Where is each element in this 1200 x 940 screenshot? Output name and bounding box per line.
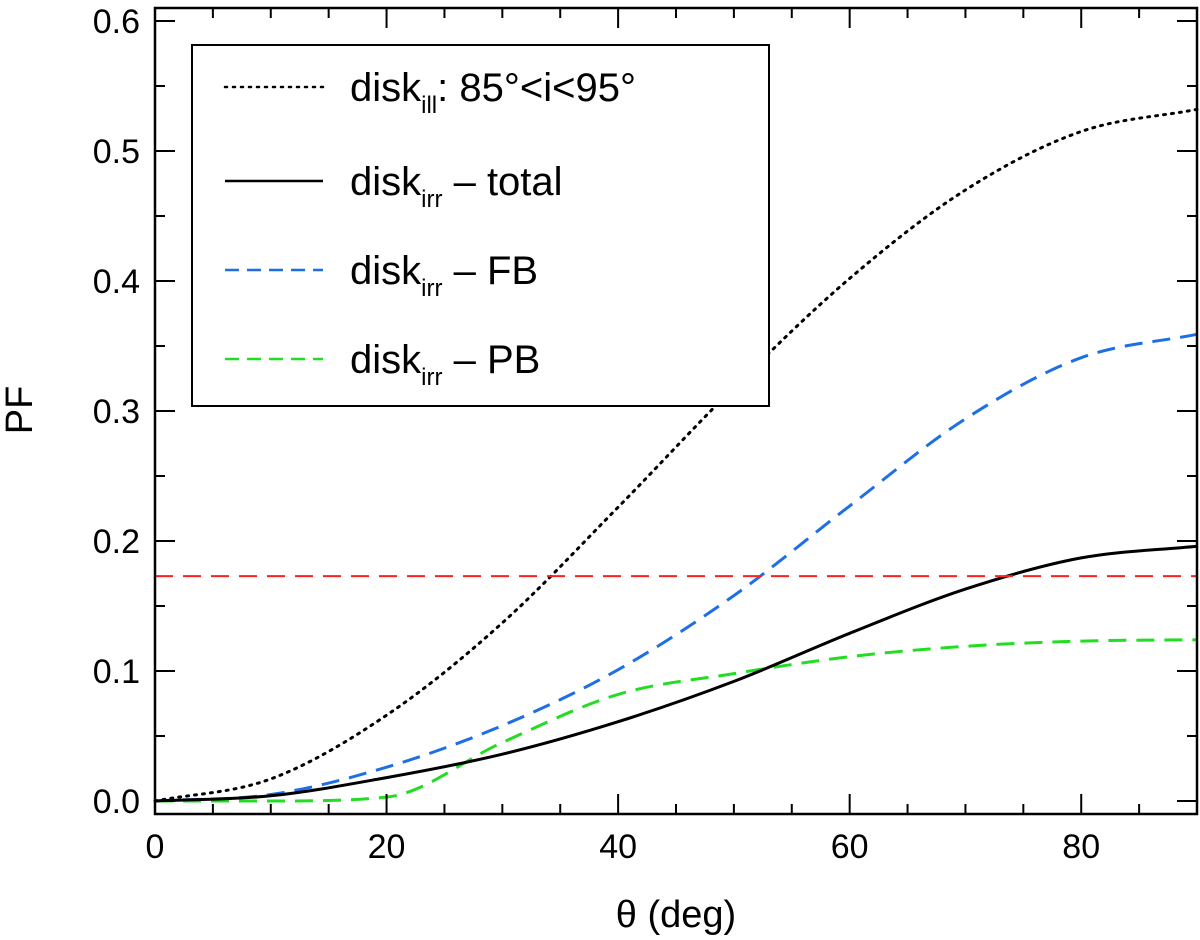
series-line-0	[153, 107, 1199, 803]
legend: diskill: 85°<i<95° diskirr – total diskirr…	[191, 44, 770, 407]
series-line-3	[154, 638, 1198, 803]
x-tick-label: 40	[599, 828, 637, 866]
legend-entry-0: diskill: 85°<i<95°	[223, 66, 636, 119]
ticks	[154, 8, 1197, 814]
series-layer	[153, 107, 1199, 803]
x-tick-label: 60	[831, 828, 869, 866]
y-tick-label: 0.5	[93, 133, 140, 171]
x-tick-label: 0	[146, 828, 165, 866]
y-tick-label: 0.6	[93, 3, 140, 41]
y-tick-label: 0.4	[93, 263, 140, 301]
y-tick-label: 0.3	[93, 393, 140, 431]
legend-entry-1: diskirr – total	[225, 160, 563, 213]
y-tick-label: 0.2	[93, 523, 140, 561]
series-line-1	[154, 544, 1198, 803]
y-tick-label: 0.1	[93, 653, 140, 691]
tick-labels: 0 20 40 60 80 0.0 0.1 0.2 0.3 0.4 0.5 0.6	[93, 3, 1100, 866]
x-tick-label: 20	[368, 828, 406, 866]
y-tick-label: 0.0	[93, 783, 140, 821]
legend-label: diskirr – PB	[350, 338, 540, 391]
legend-label: diskirr – FB	[350, 249, 538, 302]
legend-entry-2: diskirr – FB	[225, 249, 538, 302]
x-axis-title: θ (deg)	[616, 894, 736, 936]
legend-box	[191, 44, 770, 407]
legend-entry-3: diskirr – PB	[225, 338, 540, 391]
series-line-2	[154, 332, 1198, 803]
y-axis-title: PF	[0, 386, 41, 435]
legend-label: diskirr – total	[350, 160, 563, 213]
x-tick-label: 80	[1062, 828, 1100, 866]
legend-label: diskill: 85°<i<95°	[350, 66, 636, 119]
